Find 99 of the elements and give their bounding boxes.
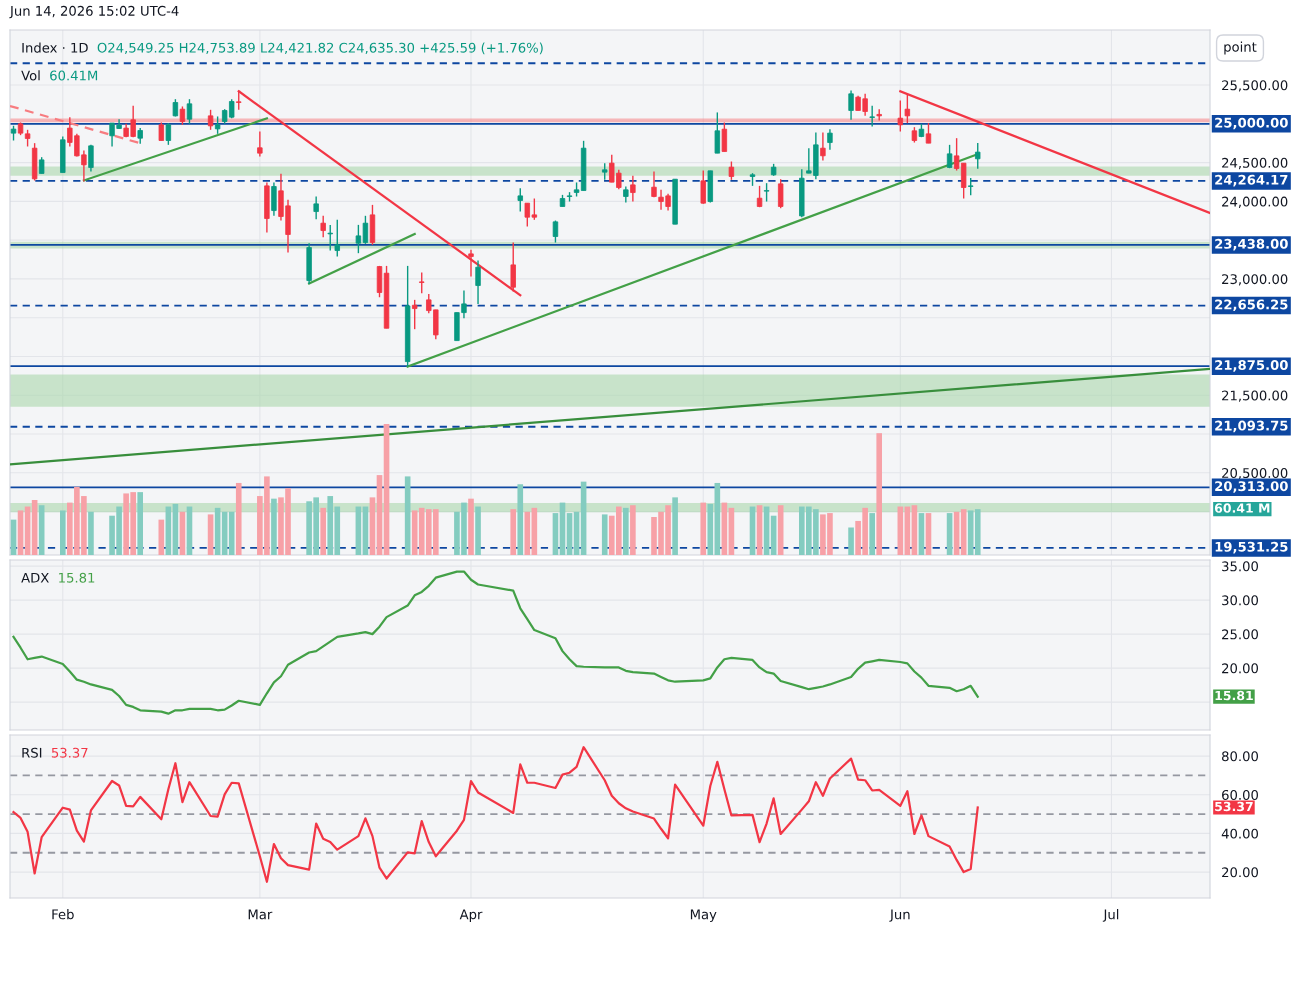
text: 53.37 — [1215, 801, 1253, 812]
text: Jun 14, 2026 15:02 UTC-4 — [9, 5, 179, 19]
bar — [17, 510, 24, 555]
ref-line-label: 25,000.00 — [1215, 117, 1288, 130]
ref-line-label: 19,531.25 — [1215, 541, 1288, 554]
text: O24,549.25 H24,753.89 L24,421.82 C24,635.30 +425.59 (+1.76%) — [97, 42, 543, 55]
ref-line-label: 24,264.17 — [1215, 174, 1288, 187]
ref-line-label: 21,093.75 — [1215, 420, 1288, 433]
chart-title: Vol — [21, 70, 40, 81]
y-tick-label: 25.00 — [1222, 629, 1259, 640]
bar — [601, 514, 608, 555]
candlestick — [207, 109, 214, 131]
candlestick — [517, 187, 523, 213]
candlestick — [186, 98, 193, 125]
bar — [271, 498, 277, 555]
y-tick-label: 24,000.00 — [1222, 196, 1288, 208]
bar — [207, 514, 214, 555]
bar — [137, 492, 144, 555]
candlestick — [327, 224, 333, 252]
x-tick-label: Mar — [248, 909, 273, 920]
x-tick-label: Apr — [459, 909, 483, 922]
text: 60.41 M — [1214, 503, 1270, 513]
x-tick-label: Jun — [889, 909, 910, 922]
y-tick-label: 21,500.00 — [1222, 390, 1288, 402]
candlestick — [904, 94, 911, 124]
bar — [59, 510, 66, 555]
bar — [88, 511, 94, 555]
y-tick-label: 23,000.00 — [1222, 274, 1288, 286]
y-tick-label: 60.00 — [1222, 789, 1259, 800]
bar — [235, 482, 242, 555]
bar — [630, 505, 636, 555]
candlestick — [897, 99, 904, 133]
candlestick — [88, 144, 94, 173]
line-series — [12, 570, 979, 715]
bar — [876, 433, 883, 555]
y-tick-label: 20.00 — [1222, 867, 1259, 878]
bar — [707, 503, 714, 555]
candlestick — [630, 175, 636, 203]
candlestick — [827, 128, 833, 151]
candlestick — [313, 195, 319, 220]
ref-line-label: 20,313.00 — [1215, 481, 1288, 493]
candlestick — [728, 160, 735, 181]
candlestick — [419, 271, 425, 294]
candlestick — [320, 215, 326, 238]
candlestick — [651, 170, 657, 198]
candlestick — [714, 111, 721, 154]
candlestick — [820, 131, 826, 162]
text: ADX — [21, 572, 49, 583]
candlestick — [179, 105, 186, 126]
bar — [468, 498, 474, 555]
candlestick — [700, 169, 706, 205]
x-tick-label: Jul — [1102, 909, 1119, 922]
candlestick — [468, 249, 474, 278]
ref-line-label: 22,656.25 — [1215, 299, 1288, 312]
candlestick — [510, 241, 516, 293]
candlestick — [763, 182, 770, 203]
candlestick — [165, 122, 172, 146]
x-tick-label: Feb — [52, 909, 74, 920]
text: point — [1224, 41, 1257, 55]
y-tick-label: 24,500.00 — [1222, 157, 1288, 170]
chart-subtitle: 60.41M — [50, 70, 98, 81]
y-tick-label: 40.00 — [1221, 828, 1259, 839]
text: 15.81 — [59, 572, 95, 583]
ref-line-label: 23,438.00 — [1215, 238, 1288, 251]
bar — [517, 484, 524, 555]
y-tick-label: 20,500.00 — [1222, 468, 1288, 480]
y-tick-label: 80.00 — [1222, 751, 1259, 762]
y-tick-label: 20.00 — [1222, 663, 1259, 674]
candlestick — [777, 178, 784, 209]
bar — [672, 497, 678, 555]
text: Index · 1D — [22, 42, 88, 53]
candlestick — [475, 259, 481, 305]
candlestick — [334, 219, 340, 258]
y-tick-label: 35.00 — [1222, 561, 1259, 572]
candlestick — [925, 122, 932, 144]
y-tick-label: 25,500.00 — [1222, 80, 1288, 92]
bar — [524, 511, 531, 555]
candlestick — [721, 121, 728, 153]
bar — [475, 506, 481, 555]
bar — [700, 502, 707, 555]
bar — [869, 513, 875, 555]
y-tick-label: 30.00 — [1222, 595, 1259, 606]
bar — [848, 527, 854, 555]
ref-line-label: 21,875.00 — [1215, 360, 1288, 372]
text: 15.81 — [1215, 690, 1253, 701]
candlestick — [411, 299, 418, 330]
text: 53.37 — [51, 747, 88, 758]
x-tick-label: May — [690, 909, 717, 922]
text: RSI — [22, 747, 42, 758]
bar — [228, 511, 235, 555]
bar — [510, 509, 517, 555]
candlestick — [848, 89, 854, 121]
line-series — [12, 746, 979, 883]
candlestick — [975, 142, 981, 170]
candlestick — [257, 130, 263, 158]
candlestick — [869, 105, 875, 128]
bar — [623, 507, 629, 555]
bar — [320, 507, 327, 555]
candlestick — [158, 121, 165, 142]
